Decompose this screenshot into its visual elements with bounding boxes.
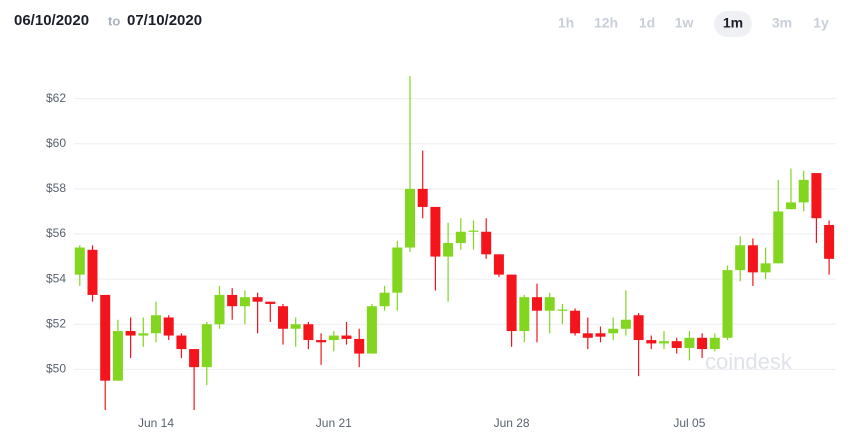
candle-body bbox=[341, 335, 352, 339]
candle-body bbox=[557, 309, 568, 311]
candle-body bbox=[112, 331, 123, 381]
candle-body bbox=[582, 333, 593, 338]
y-tick-label: $58 bbox=[46, 181, 66, 195]
candle-body bbox=[290, 324, 301, 329]
candle-body bbox=[760, 263, 771, 273]
candle-body bbox=[773, 211, 784, 264]
range-button[interactable]: 1m bbox=[723, 15, 743, 31]
candle-body bbox=[239, 297, 250, 307]
candle-body bbox=[176, 335, 187, 350]
candle-body bbox=[87, 249, 98, 295]
range-button[interactable]: 1w bbox=[675, 15, 694, 31]
from-date: 06/10/2020 bbox=[14, 12, 89, 29]
y-tick-label: $56 bbox=[46, 226, 66, 240]
y-tick-label: $62 bbox=[46, 91, 66, 105]
candle-body bbox=[697, 337, 708, 350]
candle-body bbox=[214, 294, 225, 325]
active-range-pill bbox=[714, 11, 752, 37]
candle-body bbox=[519, 297, 530, 332]
candle-body bbox=[138, 333, 149, 336]
candle-body bbox=[570, 310, 581, 334]
candle-body bbox=[455, 231, 466, 244]
candle-body bbox=[722, 270, 733, 338]
candle-body bbox=[278, 306, 288, 329]
candle-body bbox=[189, 349, 200, 368]
candle-body bbox=[671, 341, 682, 348]
candle-body bbox=[659, 341, 669, 344]
candle-body bbox=[316, 340, 327, 343]
candle-body bbox=[468, 230, 479, 232]
candle-body bbox=[493, 254, 504, 275]
candle-body bbox=[595, 333, 606, 337]
y-tick-label: $52 bbox=[46, 316, 66, 330]
candle-body bbox=[303, 324, 314, 341]
x-tick-label: Jun 28 bbox=[494, 416, 530, 430]
candle-body bbox=[633, 315, 644, 341]
candle-body bbox=[481, 231, 492, 255]
candle-body bbox=[709, 337, 720, 350]
watermark: coindesk bbox=[705, 349, 793, 374]
candle-body bbox=[74, 247, 85, 275]
to-date: 07/10/2020 bbox=[127, 12, 202, 29]
candle-body bbox=[163, 317, 174, 336]
candle-body bbox=[354, 338, 365, 354]
candle-body bbox=[646, 340, 657, 344]
candle-body bbox=[544, 297, 555, 311]
candle-body bbox=[265, 301, 276, 304]
candle-body bbox=[811, 173, 822, 219]
candle-body bbox=[532, 297, 542, 311]
candle-body bbox=[506, 274, 517, 332]
range-button[interactable]: 1h bbox=[558, 15, 574, 31]
candle-body bbox=[684, 337, 695, 348]
y-tick-label: $50 bbox=[46, 362, 66, 376]
candle-body bbox=[151, 315, 161, 334]
range-button[interactable]: 1d bbox=[639, 15, 655, 31]
candle-body bbox=[227, 294, 238, 307]
range-button[interactable]: 1y bbox=[813, 15, 829, 31]
candle-body bbox=[252, 297, 263, 302]
candle-body bbox=[620, 319, 631, 329]
candle-body bbox=[786, 202, 796, 210]
candle-body bbox=[392, 247, 403, 293]
candle-body bbox=[366, 306, 377, 354]
candle-body bbox=[824, 224, 835, 259]
to-word: to bbox=[108, 13, 120, 28]
candle-body bbox=[405, 188, 415, 248]
candle-body bbox=[798, 179, 809, 203]
candle-body bbox=[379, 292, 390, 307]
range-button[interactable]: 12h bbox=[594, 15, 618, 31]
y-tick-label: $60 bbox=[46, 136, 66, 150]
candle-body bbox=[328, 335, 339, 341]
candle-body bbox=[417, 188, 428, 207]
x-tick-label: Jun 14 bbox=[138, 416, 174, 430]
candle-body bbox=[430, 206, 441, 257]
x-tick-label: Jun 21 bbox=[316, 416, 352, 430]
candle-body bbox=[125, 331, 136, 336]
candle-body bbox=[201, 324, 212, 368]
candle-body bbox=[747, 245, 758, 273]
candle-body bbox=[443, 243, 454, 257]
candle-body bbox=[608, 328, 619, 334]
candle-body bbox=[100, 294, 111, 381]
candle-body bbox=[735, 245, 746, 271]
range-button[interactable]: 3m bbox=[772, 15, 792, 31]
x-tick-label: Jul 05 bbox=[673, 416, 705, 430]
y-tick-label: $54 bbox=[46, 271, 66, 285]
